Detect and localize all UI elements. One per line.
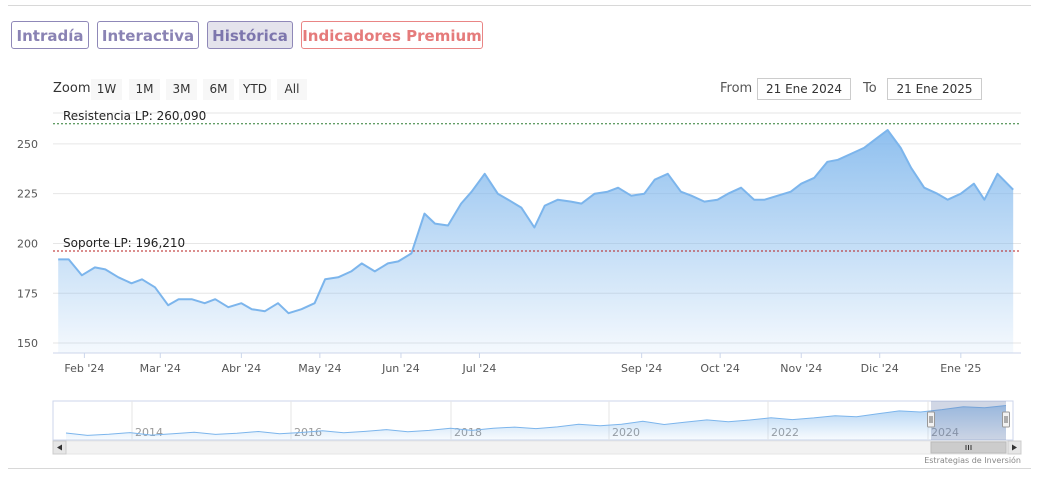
x-tick-label: Jun '24 bbox=[381, 362, 420, 375]
zoom-1m-button[interactable]: 1M bbox=[129, 79, 160, 100]
x-tick-label: Dic '24 bbox=[861, 362, 899, 375]
y-tick-label: 250 bbox=[17, 138, 38, 151]
tab-historica[interactable]: Histórica bbox=[207, 21, 293, 49]
price-area bbox=[58, 130, 1014, 353]
to-label: To bbox=[863, 81, 877, 96]
x-tick-label: Mar '24 bbox=[140, 362, 181, 375]
navigator-area bbox=[66, 405, 1006, 440]
y-tick-label: 200 bbox=[17, 237, 38, 250]
x-tick-label: Abr '24 bbox=[222, 362, 262, 375]
price-line bbox=[58, 129, 1014, 315]
navigator-left-handle[interactable] bbox=[927, 411, 935, 428]
x-tick-label: Ene '25 bbox=[940, 362, 981, 375]
y-tick-label: 175 bbox=[17, 287, 38, 300]
chart-credit: Estrategias de Inversión bbox=[924, 456, 1021, 465]
zoom-all-button[interactable]: All bbox=[277, 79, 307, 100]
navigator-line bbox=[65, 405, 1007, 436]
navigator-right-handle[interactable] bbox=[1002, 411, 1010, 428]
from-date-input[interactable]: 21 Ene 2024 bbox=[757, 78, 851, 100]
to-date-input[interactable]: 21 Ene 2025 bbox=[887, 78, 982, 100]
tab-indicadores-premium[interactable]: Indicadores Premium bbox=[301, 21, 483, 49]
x-tick-label: Feb '24 bbox=[64, 362, 104, 375]
top-divider bbox=[8, 5, 1031, 6]
x-tick-label: May '24 bbox=[298, 362, 341, 375]
tab-intradia[interactable]: Intradía bbox=[11, 21, 89, 49]
support-label: Soporte LP: 196,210 bbox=[63, 236, 185, 250]
from-label: From bbox=[720, 81, 753, 96]
y-tick-label: 225 bbox=[17, 188, 38, 201]
zoom-3m-button[interactable]: 3M bbox=[166, 79, 197, 100]
scroll-right-arrow-icon bbox=[1012, 444, 1017, 451]
zoom-1w-button[interactable]: 1W bbox=[91, 79, 122, 100]
scroll-left-arrow-icon bbox=[57, 444, 62, 451]
zoom-label: Zoom bbox=[53, 81, 91, 96]
x-tick-label: Oct '24 bbox=[700, 362, 740, 375]
y-tick-label: 150 bbox=[17, 337, 38, 350]
x-tick-label: Jul '24 bbox=[462, 362, 497, 375]
x-tick-label: Sep '24 bbox=[621, 362, 662, 375]
navigator-selection[interactable] bbox=[931, 401, 1006, 440]
bottom-divider bbox=[8, 468, 1031, 469]
x-tick-label: Nov '24 bbox=[780, 362, 822, 375]
tab-interactiva[interactable]: Interactiva bbox=[97, 21, 199, 49]
zoom-6m-button[interactable]: 6M bbox=[203, 79, 234, 100]
resistance-label: Resistencia LP: 260,090 bbox=[63, 109, 206, 123]
scrollbar-track[interactable] bbox=[52, 440, 1022, 455]
zoom-ytd-button[interactable]: YTD bbox=[239, 79, 271, 100]
